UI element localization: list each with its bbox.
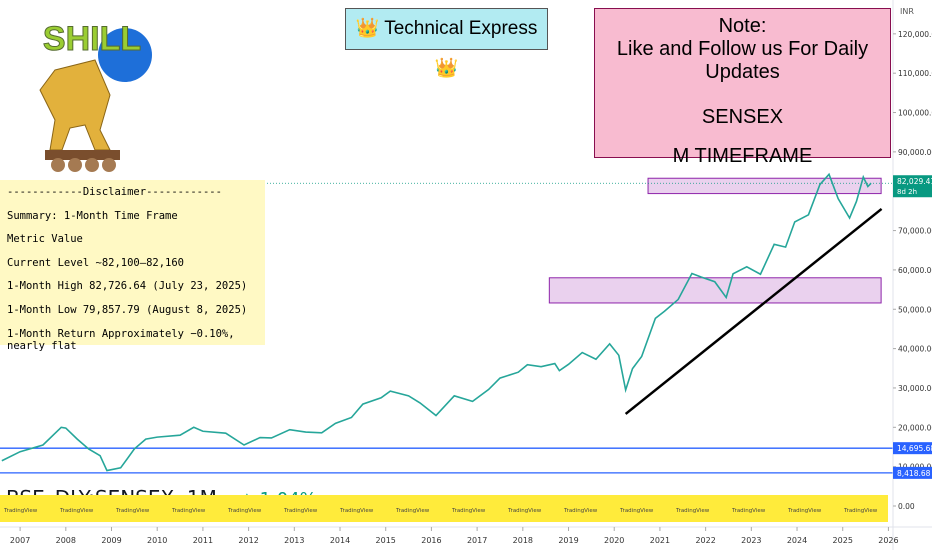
y-tick-label: 60,000.00: [898, 266, 932, 275]
x-tick-label: 2018: [513, 536, 533, 545]
plot-area: [0, 172, 893, 474]
note-line: Like and Follow us For Daily Updates: [616, 38, 869, 83]
trend-line: [624, 207, 883, 415]
x-tick-label: 2020: [604, 536, 624, 545]
watermark-text: TradingView: [451, 508, 486, 514]
disclaimer-line: 1-Month Return Approximately −0.10%, nea…: [7, 327, 235, 352]
currency-label: INR: [900, 7, 914, 16]
level-tag: [893, 466, 932, 479]
note-box: Note: Like and Follow us For Daily Update…: [594, 8, 891, 167]
x-tick-label: 2011: [193, 536, 213, 545]
watermark-text: TradingView: [843, 508, 878, 514]
disclaimer-line: Metric Value: [7, 233, 83, 246]
watermark-text: TradingView: [283, 508, 318, 514]
x-tick-label: 2023: [741, 536, 761, 545]
x-tick-label: 2009: [101, 536, 121, 545]
level-tag: [893, 442, 932, 455]
watermark-text: TradingView: [339, 508, 374, 514]
x-tick-label: 2021: [650, 536, 670, 545]
watermark-text: TradingView: [115, 508, 150, 514]
level-label: 14,695.68: [897, 444, 932, 453]
note-line: SENSEX: [701, 106, 784, 128]
y-tick-label: 110,000.00: [898, 69, 932, 78]
logo-text: SHILL: [43, 20, 141, 58]
x-tick-label: 2010: [147, 536, 167, 545]
banner: 👑 Technical Express👑: [345, 8, 548, 79]
note-line: M TIMEFRAME: [672, 145, 813, 167]
watermark-text: TradingView: [787, 508, 822, 514]
zone: [647, 177, 882, 195]
y-tick-label: 90,000.00: [898, 148, 932, 157]
disclaimer-line: ------------Disclaimer------------: [7, 186, 222, 198]
x-tick-label: 2024: [787, 536, 807, 545]
y-tick-label: 70,000.00: [898, 227, 932, 236]
x-tick-label: 2017: [467, 536, 487, 545]
disclaimer-line: 1-Month Low 79,857.79 (August 8, 2025): [7, 303, 248, 316]
countdown: 8d 2h: [897, 188, 917, 196]
watermark-text: TradingView: [171, 508, 206, 514]
watermark-text: TradingView: [3, 508, 38, 514]
note-line: Note:: [718, 15, 767, 37]
x-tick-label: 2019: [558, 536, 578, 545]
watermark-text: TradingView: [227, 508, 262, 514]
y-tick-label: 0.00: [898, 502, 915, 511]
disclaimer-box: ------------Disclaimer------------ Summar…: [0, 180, 265, 352]
logo: SHILL: [39, 20, 152, 172]
watermark-text: TradingView: [395, 508, 430, 514]
watermark-text: TradingView: [59, 508, 94, 514]
watermark-text: TradingView: [563, 508, 598, 514]
watermark-text: TradingView: [507, 508, 542, 514]
watermark-text: TradingView: [731, 508, 766, 514]
y-tick-label: 30,000.00: [898, 384, 932, 393]
x-tick-label: 2016: [421, 536, 441, 545]
disclaimer-line: Current Level ~82,100–82,160: [7, 256, 185, 269]
x-tick-label: 2026: [878, 536, 898, 545]
x-tick-label: 2014: [330, 536, 350, 545]
disclaimer-line: 1-Month High 82,726.64 (July 23, 2025): [7, 280, 248, 293]
price-line-series: [1, 172, 872, 472]
y-tick-label: 20,000.00: [898, 423, 932, 432]
x-tick-label: 2008: [56, 536, 76, 545]
y-tick-label: 100,000.00: [898, 109, 932, 118]
y-tick-label: 120,000.00: [898, 30, 932, 39]
price-label: 82,029.41: [897, 177, 932, 186]
x-tick-label: 2007: [10, 536, 30, 545]
watermark-text: TradingView: [675, 508, 710, 514]
x-tick-label: 2022: [695, 536, 715, 545]
x-tick-label: 2025: [833, 536, 853, 545]
y-tick-label: 40,000.00: [898, 345, 932, 354]
disclaimer-line: Summary: 1-Month Time Frame: [7, 209, 178, 222]
y-tick-label: 50,000.00: [898, 305, 932, 314]
watermark-band: [0, 495, 888, 522]
x-tick-label: 2012: [238, 536, 258, 545]
price-tag: [893, 175, 932, 198]
x-tick-label: 2013: [284, 536, 304, 545]
x-tick-label: 2015: [376, 536, 396, 545]
watermark-text: TradingView: [619, 508, 654, 514]
level-label: 8,418.68: [897, 469, 931, 478]
